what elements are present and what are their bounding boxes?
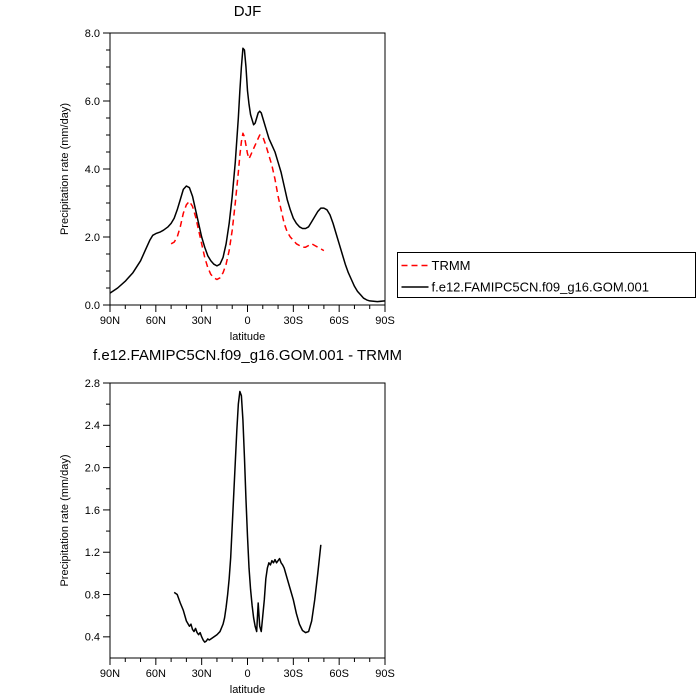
diff-x-axis-label: latitude bbox=[230, 684, 265, 696]
djf-y-axis-label: Precipitation rate (mm/day) bbox=[59, 103, 71, 235]
x-tick-label: 0 bbox=[244, 668, 250, 680]
y-tick-label: 0.0 bbox=[85, 300, 100, 312]
y-tick-label: 4.0 bbox=[85, 164, 100, 176]
plot-area-1: 90N 60N 30N 0 30S 60S 90S 0.4 0.8 1.2 1.6 2.0 2.4 2.8 bbox=[85, 378, 395, 680]
series-line-f-e12-famipc5cn-f09-g16-gom-001 bbox=[109, 47, 386, 303]
y-tick-label: 6.0 bbox=[85, 96, 100, 108]
y-tick-label: 2.0 bbox=[85, 462, 100, 474]
y-tick-label: 1.6 bbox=[85, 505, 100, 517]
x-tick-label: 90S bbox=[375, 315, 395, 327]
diff-y-axis-label: Precipitation rate (mm/day) bbox=[59, 454, 71, 586]
x-axis: 90N 60N 30N 0 30S 60S 90S bbox=[100, 305, 395, 327]
plot-area-0: 90N 60N 30N 0 30S 60S 90S 0.0 2.0 4.0 6.0 8.0 TRMM f.… bbox=[85, 28, 696, 327]
x-tick-label: 60S bbox=[329, 668, 349, 680]
x-tick-label: 30N bbox=[192, 668, 212, 680]
x-tick-label: 60N bbox=[146, 668, 166, 680]
diff-chart-title: f.e12.FAMIPC5CN.f09_g16.GOM.001 - TRMM bbox=[93, 347, 402, 364]
diff-chart: f.e12.FAMIPC5CN.f09_g16.GOM.001 - TRMM P… bbox=[59, 347, 402, 696]
y-tick-label: 1.2 bbox=[85, 547, 100, 559]
legend-label-f-e12-famipc5cn-f09-g16-gom-001: f.e12.FAMIPC5CN.f09_g16.GOM.001 bbox=[432, 280, 650, 295]
y-tick-label: 8.0 bbox=[85, 28, 100, 40]
x-tick-label: 90N bbox=[100, 668, 120, 680]
djf-chart: DJF Precipitation rate (mm/day) latitude… bbox=[59, 3, 696, 343]
x-tick-label: 30S bbox=[284, 315, 304, 327]
x-tick-label: 90S bbox=[375, 668, 395, 680]
legend: TRMM f.e12.FAMIPC5CN.f09_g16.GOM.001 bbox=[397, 252, 696, 298]
x-axis: 90N 60N 30N 0 30S 60S 90S bbox=[100, 658, 395, 680]
legend-label-trmm: TRMM bbox=[432, 258, 471, 273]
y-tick-label: 0.4 bbox=[85, 632, 100, 644]
plot-frame bbox=[109, 32, 386, 306]
x-tick-label: 60N bbox=[146, 315, 166, 327]
djf-chart-title: DJF bbox=[234, 3, 262, 20]
y-tick-label: 0.8 bbox=[85, 589, 100, 601]
legend-box bbox=[397, 252, 696, 298]
x-tick-label: 30S bbox=[284, 668, 304, 680]
djf-x-axis-label: latitude bbox=[230, 331, 265, 343]
x-tick-label: 0 bbox=[244, 315, 250, 327]
series-line-f-e12-famipc5cn-f09-g16-gom-001-trmm bbox=[173, 390, 322, 643]
series-line-trmm bbox=[170, 132, 325, 281]
y-tick-label: 2.4 bbox=[85, 420, 100, 432]
y-tick-label: 2.0 bbox=[85, 232, 100, 244]
x-tick-label: 30N bbox=[192, 315, 212, 327]
x-tick-label: 60S bbox=[329, 315, 349, 327]
y-axis: 0.4 0.8 1.2 1.6 2.0 2.4 2.8 bbox=[85, 378, 110, 644]
x-tick-label: 90N bbox=[100, 315, 120, 327]
y-tick-label: 2.8 bbox=[85, 378, 100, 390]
y-axis: 0.0 2.0 4.0 6.0 8.0 bbox=[85, 28, 110, 312]
